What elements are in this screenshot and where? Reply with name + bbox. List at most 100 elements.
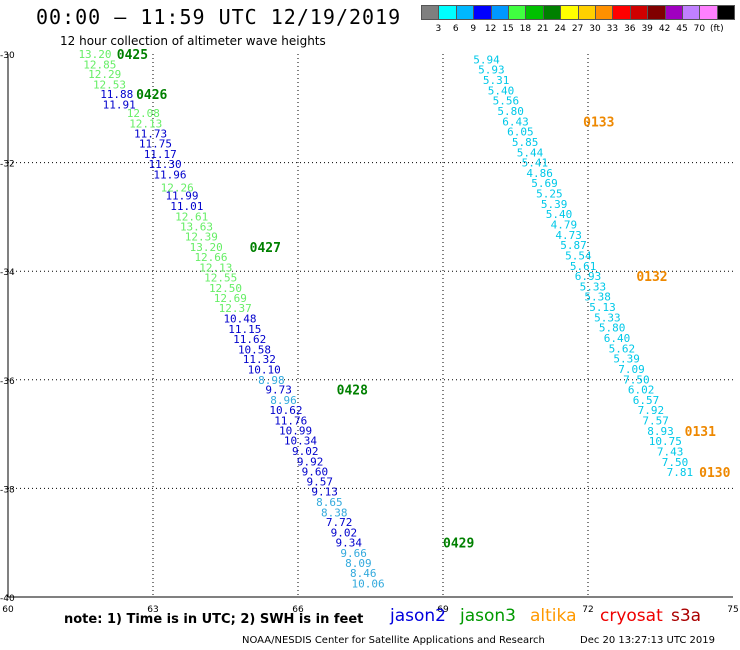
wave-height-value: 5.54 bbox=[565, 249, 592, 262]
wave-height-value: 12.37 bbox=[219, 302, 252, 315]
wave-height-value: 12.08 bbox=[127, 107, 160, 120]
wave-height-value: 11.88 bbox=[100, 88, 133, 101]
colorbar-label: (ft) bbox=[710, 24, 724, 34]
wave-height-value: 12.13 bbox=[199, 261, 232, 274]
colorbar-label: 9 bbox=[470, 24, 477, 34]
wave-height-value: 9.57 bbox=[307, 475, 334, 488]
pass-time-label: 0133 bbox=[583, 115, 614, 130]
pass-time-label: 0130 bbox=[699, 466, 730, 481]
wave-height-value: 8.65 bbox=[316, 496, 343, 509]
colorbar-label: 21 bbox=[537, 24, 549, 34]
wave-height-value: 4.86 bbox=[526, 167, 553, 180]
wave-height-value: 11.91 bbox=[103, 98, 136, 111]
wave-height-value: 5.44 bbox=[517, 146, 544, 159]
wave-height-value: 13.20 bbox=[190, 241, 223, 254]
x-axis-label: 66 bbox=[292, 605, 304, 615]
wave-height-value: 5.93 bbox=[478, 64, 505, 77]
wave-height-value: 11.76 bbox=[274, 415, 307, 428]
wave-height-value: 5.80 bbox=[497, 105, 524, 118]
wave-height-value: 5.61 bbox=[570, 260, 597, 273]
wave-height-value: 5.39 bbox=[541, 198, 568, 211]
wave-height-value: 5.56 bbox=[493, 95, 520, 108]
wave-height-value: 8.38 bbox=[321, 506, 348, 519]
wave-height-value: 12.26 bbox=[161, 182, 194, 195]
x-axis-label: 69 bbox=[437, 605, 449, 615]
wave-height-value: 10.62 bbox=[269, 404, 302, 417]
wave-height-value: 5.13 bbox=[589, 301, 616, 314]
y-axis-label: -38 bbox=[0, 485, 15, 495]
wave-height-value: 11.75 bbox=[139, 138, 172, 151]
wave-height-value: 10.58 bbox=[238, 343, 271, 356]
wave-height-value: 10.99 bbox=[279, 424, 312, 437]
satellite-cryosat: cryosat bbox=[600, 606, 663, 626]
wave-height-value: 11.15 bbox=[228, 323, 261, 336]
wave-height-value: 7.57 bbox=[642, 415, 669, 428]
wave-height-value: 11.99 bbox=[165, 190, 198, 203]
colorbar-label: 15 bbox=[502, 24, 514, 34]
wave-height-value: 5.31 bbox=[483, 74, 510, 87]
wave-height-value: 10.75 bbox=[649, 435, 682, 448]
wave-height-value: 12.55 bbox=[204, 272, 237, 285]
wave-height-value: 7.50 bbox=[662, 456, 689, 469]
wave-height-value: 5.69 bbox=[531, 177, 558, 190]
wave-height-value: 7.09 bbox=[618, 363, 645, 376]
wave-height-value: 8.46 bbox=[350, 567, 377, 580]
wave-height-value: 8.09 bbox=[345, 557, 372, 570]
wave-height-value: 6.93 bbox=[575, 270, 602, 283]
wave-height-value: 5.25 bbox=[536, 188, 563, 201]
wave-height-value: 12.39 bbox=[185, 230, 218, 243]
pass-time-label: 0428 bbox=[337, 384, 368, 399]
wave-height-value: 13.20 bbox=[78, 48, 111, 61]
wave-height-value: 12.66 bbox=[194, 251, 227, 264]
pass-time-label: 0131 bbox=[685, 425, 716, 440]
wave-height-value: 10.48 bbox=[223, 312, 256, 325]
wave-height-value: 9.73 bbox=[265, 384, 292, 397]
page-title: 00:00 — 11:59 UTC 12/19/2019 bbox=[36, 5, 402, 29]
wave-height-value: 5.33 bbox=[580, 280, 607, 293]
wave-height-value: 6.43 bbox=[502, 115, 529, 128]
wave-height-value: 6.57 bbox=[633, 394, 660, 407]
wave-height-value: 10.10 bbox=[248, 363, 281, 376]
wave-height-value: 8.96 bbox=[270, 394, 297, 407]
wave-height-value: 11.96 bbox=[153, 169, 186, 182]
colorbar-label: 3 bbox=[435, 24, 442, 34]
wave-height-value: 12.61 bbox=[175, 210, 208, 223]
y-axis-label: -40 bbox=[0, 594, 15, 604]
x-axis-label: 75 bbox=[727, 605, 738, 615]
wave-height-value: 12.53 bbox=[93, 78, 126, 91]
wave-height-value: 7.50 bbox=[623, 373, 650, 386]
wave-height-value: 12.85 bbox=[83, 58, 116, 71]
wave-height-value: 7.92 bbox=[638, 404, 665, 417]
wave-height-value: 9.02 bbox=[331, 526, 358, 539]
wave-height-value: 6.02 bbox=[628, 384, 655, 397]
wave-height-value: 6.40 bbox=[604, 332, 631, 345]
x-axis-label: 72 bbox=[582, 605, 593, 615]
pass-time-label: 0427 bbox=[250, 241, 281, 256]
colorbar-label: 6 bbox=[452, 24, 459, 34]
wave-height-value: 8.93 bbox=[647, 425, 674, 438]
wave-height-value: 5.40 bbox=[546, 208, 573, 221]
y-axis-label: -32 bbox=[0, 160, 15, 170]
wave-height-value: 11.01 bbox=[170, 200, 203, 213]
colorbar-swatch bbox=[716, 5, 736, 20]
wave-height-value: 12.50 bbox=[209, 282, 242, 295]
wave-height-value: 12.13 bbox=[129, 118, 162, 131]
satellite-jason3: jason3 bbox=[460, 606, 516, 626]
wave-height-value: 9.92 bbox=[297, 455, 324, 468]
wave-height-value: 11.73 bbox=[134, 127, 167, 140]
wave-height-value: 7.43 bbox=[657, 445, 684, 458]
wave-height-value: 4.79 bbox=[551, 219, 578, 232]
wave-height-value: 13.63 bbox=[180, 221, 213, 234]
wave-height-value: 9.60 bbox=[302, 466, 329, 479]
wave-height-value: 11.32 bbox=[243, 353, 276, 366]
wave-height-value: 5.62 bbox=[609, 342, 636, 355]
generation-timestamp: Dec 20 13:27:13 UTC 2019 bbox=[580, 635, 715, 646]
wave-height-value: 9.34 bbox=[336, 537, 363, 550]
colorbar-label: 24 bbox=[554, 24, 566, 34]
x-axis-label: 63 bbox=[147, 605, 158, 615]
colorbar-label: 70 bbox=[693, 24, 706, 34]
wave-height-value: 6.05 bbox=[507, 126, 534, 139]
satellite-altika: altika bbox=[530, 606, 577, 626]
x-axis-label: 60 bbox=[2, 605, 14, 615]
